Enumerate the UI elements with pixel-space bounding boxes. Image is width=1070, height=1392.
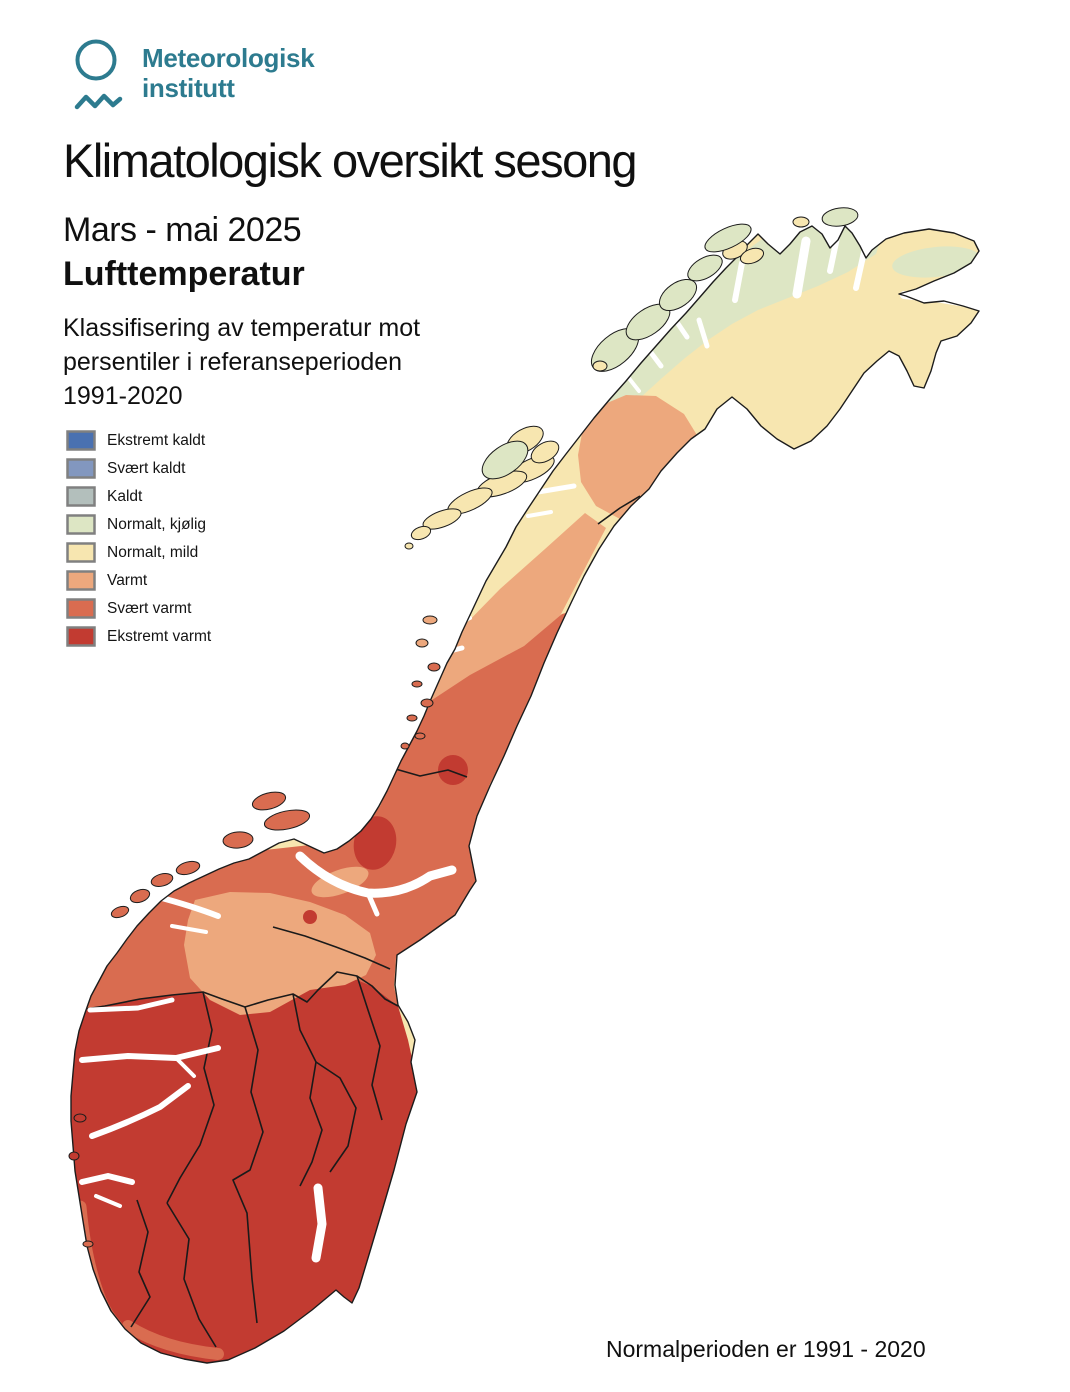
island-smola [222, 831, 254, 849]
island-soroya [704, 223, 752, 253]
island-kjolig-vesteralen [481, 440, 529, 480]
description-line-2: persentiler i referanseperioden [63, 348, 403, 376]
met-logo: Meteorologisk institutt [74, 37, 374, 117]
hotspot-ekstremt-orkdal [303, 910, 317, 924]
temperature-regions [71, 226, 979, 1363]
legend-item-normalt-kjolig: Normalt, kjølig [66, 514, 211, 535]
namsenfjord [327, 786, 359, 798]
region-svaert-varmt-sorspiss-strip [122, 1320, 224, 1360]
oslofjord [311, 1183, 327, 1263]
legend-item-ekstremt-varmt: Ekstremt varmt [66, 626, 211, 647]
hardangerfjord [89, 1083, 191, 1139]
region-varmt-nordland-band [424, 513, 606, 701]
met-logo-text: Meteorologisk institutt [142, 43, 315, 117]
legend-label: Svært varmt [107, 599, 192, 617]
hotspot-ekstremt-grong [438, 755, 468, 785]
legend-label: Normalt, mild [107, 543, 199, 561]
logo-wave-icon [74, 93, 123, 110]
sognefjord [79, 1045, 221, 1063]
legend-item-kaldt: Kaldt [66, 486, 211, 507]
island-hitra [263, 809, 311, 831]
met-logo-mark [74, 39, 123, 110]
legend-item-svaert-kaldt: Svært kaldt [66, 458, 211, 479]
ofotfjord [535, 483, 577, 495]
legend-swatch-svaert-kaldt [66, 458, 96, 479]
legend-label: Kaldt [107, 487, 143, 505]
islands [68, 207, 859, 1248]
porsangerfjord [792, 236, 811, 299]
legend-label: Normalt, kjølig [107, 515, 207, 533]
legend-label: Ekstremt varmt [107, 627, 212, 645]
logo-line-2: institutt [142, 73, 235, 103]
legend-item-varmt: Varmt [66, 570, 211, 591]
legend-label: Svært kaldt [107, 459, 186, 477]
legend-swatch-ekstremt-kaldt [66, 430, 96, 451]
legend-swatch-normalt-mild [66, 542, 96, 563]
region-varmt-indre-troms [578, 395, 700, 519]
region-normalt-kjolig-varanger [892, 246, 979, 278]
boknafjord [79, 1173, 135, 1185]
legend: Ekstremt kaldt Svært kaldt Kaldt Normalt… [66, 430, 211, 647]
legend-label: Ekstremt kaldt [107, 431, 206, 449]
altafjord [732, 260, 745, 303]
variable-title: Lufttemperatur [63, 255, 305, 293]
page-title: Klimatologisk oversikt sesong [63, 134, 638, 187]
legend-item-svaert-varmt: Svært varmt [66, 598, 211, 619]
period-subtitle: Mars - mai 2025 [63, 211, 302, 249]
description-line-3: 1991-2020 [63, 382, 183, 410]
hotspot-ekstremt-namdal [353, 816, 397, 870]
island-froya [251, 791, 287, 811]
legend-swatch-varmt [66, 570, 96, 591]
description: Klassifisering av temperatur mot persent… [63, 311, 420, 413]
island-mageroya [821, 207, 859, 227]
lyngenfjord [696, 317, 710, 349]
legend-item-ekstremt-kaldt: Ekstremt kaldt [66, 430, 211, 451]
legend-swatch-ekstremt-varmt [66, 626, 96, 647]
legend-swatch-kaldt [66, 486, 96, 507]
normal-period-note: Normalperioden er 1991 - 2020 [606, 1336, 926, 1362]
legend-item-normalt-mild: Normalt, mild [66, 542, 211, 563]
logo-line-1: Meteorologisk [142, 43, 315, 73]
description-line-1: Klassifisering av temperatur mot [63, 314, 421, 342]
region-normalt-kjolig-finnmark-coast [605, 226, 885, 412]
legend-swatch-svaert-varmt [66, 598, 96, 619]
legend-label: Varmt [107, 571, 148, 589]
region-varmt-trondheimsfjord [184, 892, 376, 1015]
nordfjord [87, 997, 175, 1013]
logo-circle-icon [75, 39, 117, 81]
region-ekstremt-varmt-sor [71, 973, 418, 1363]
norway-outline [70, 225, 980, 1364]
legend-swatch-normalt-kjolig [66, 514, 96, 535]
